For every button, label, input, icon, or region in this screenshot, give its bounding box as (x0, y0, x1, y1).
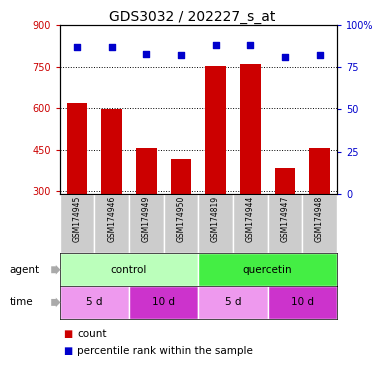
Point (247, 42, 253, 48)
Bar (60, 194, 94, 253)
Bar (233, 194, 268, 253)
Text: agent: agent (10, 265, 40, 275)
Bar (309, 148, 330, 194)
Point (74, 44, 80, 50)
Text: 10 d: 10 d (291, 297, 314, 308)
Bar (198, 286, 268, 319)
Bar (205, 66, 226, 194)
Bar (268, 286, 337, 319)
Text: 5 d: 5 d (86, 297, 102, 308)
Point (178, 52, 184, 58)
Text: percentile rank within the sample: percentile rank within the sample (77, 346, 253, 356)
Text: time: time (10, 297, 33, 308)
Text: GDS3032 / 202227_s_at: GDS3032 / 202227_s_at (109, 10, 276, 23)
Text: ■: ■ (64, 346, 73, 356)
Text: count: count (77, 329, 107, 339)
Text: 10 d: 10 d (152, 297, 175, 308)
Bar (198, 253, 337, 286)
Point (143, 51, 149, 57)
Bar (171, 159, 191, 194)
Bar (164, 194, 198, 253)
Text: quercetin: quercetin (243, 265, 292, 275)
Bar (60, 286, 129, 319)
Bar (101, 109, 122, 194)
Bar (275, 167, 295, 194)
Text: GSM174948: GSM174948 (315, 196, 324, 242)
Text: GSM174946: GSM174946 (107, 196, 116, 242)
Bar (302, 194, 337, 253)
Point (109, 44, 115, 50)
Bar (198, 194, 233, 253)
Point (282, 54, 288, 60)
Bar (67, 103, 87, 194)
Point (316, 52, 323, 58)
Text: ■: ■ (64, 329, 73, 339)
Bar (240, 64, 261, 194)
Text: GSM174945: GSM174945 (72, 196, 82, 242)
Bar (60, 253, 198, 286)
Bar (94, 194, 129, 253)
Text: GSM174944: GSM174944 (246, 196, 255, 242)
Text: GSM174819: GSM174819 (211, 196, 220, 242)
Text: GSM174950: GSM174950 (176, 196, 186, 242)
Bar (136, 148, 157, 194)
Text: GSM174949: GSM174949 (142, 196, 151, 242)
Bar (129, 286, 198, 319)
Text: GSM174947: GSM174947 (280, 196, 290, 242)
Text: 5 d: 5 d (225, 297, 241, 308)
Text: control: control (111, 265, 147, 275)
Bar (268, 194, 302, 253)
Bar (129, 194, 164, 253)
Point (213, 42, 219, 48)
